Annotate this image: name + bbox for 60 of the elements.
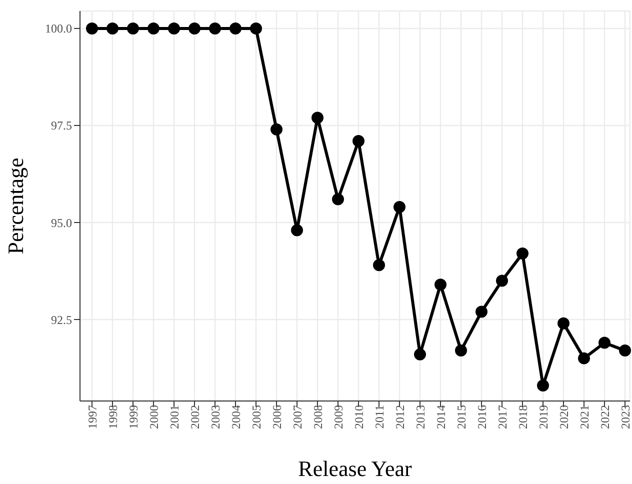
x-tick-label: 2001 (168, 405, 182, 429)
point (537, 379, 549, 392)
x-tick-label: 2006 (270, 405, 284, 429)
point (455, 344, 467, 357)
x-tick-label: 2020 (557, 405, 572, 429)
y-tick-label: 97.5 (51, 118, 72, 133)
point (578, 352, 590, 364)
x-tick-label: 2018 (516, 405, 530, 429)
point (373, 259, 385, 272)
point (209, 22, 221, 34)
x-tick-label: 2005 (250, 405, 264, 429)
x-tick-label: 2017 (496, 405, 510, 429)
x-tick-label: 2007 (290, 405, 305, 429)
point (394, 200, 406, 213)
point (291, 224, 303, 236)
x-tick-label: 2019 (536, 405, 551, 429)
x-tick-label: 2009 (332, 405, 346, 429)
point (414, 348, 426, 360)
x-tick-label: 2008 (311, 405, 326, 429)
x-tick-label: 2010 (352, 405, 366, 429)
x-tick-label: 2013 (414, 405, 428, 429)
point (148, 22, 160, 34)
x-tick-label: 2016 (475, 405, 490, 429)
point (332, 193, 344, 206)
x-tick-label: 2015 (454, 405, 469, 429)
point (352, 135, 364, 147)
y-axis-title: Percentage (2, 158, 28, 254)
x-tick-label: 2000 (147, 405, 162, 429)
point (230, 22, 242, 34)
point (106, 22, 118, 34)
x-axis-title: Release Year (298, 456, 412, 481)
point (127, 22, 139, 34)
point (598, 336, 610, 349)
point (516, 248, 528, 260)
x-tick-label: 1997 (86, 405, 100, 429)
point (434, 278, 446, 291)
x-tick-label: 2023 (618, 405, 632, 429)
x-tick-label: 2002 (188, 405, 202, 429)
point (168, 22, 180, 34)
x-tick-label: 1998 (106, 405, 120, 429)
x-tick-label: 2014 (434, 405, 448, 429)
y-tick-label: 100.0 (45, 22, 72, 36)
point (250, 22, 262, 34)
x-tick-label: 2003 (208, 405, 223, 429)
point (86, 22, 98, 34)
point (476, 306, 488, 318)
point (312, 112, 324, 124)
x-tick-label: 2012 (393, 405, 408, 429)
y-tick-label: 95.0 (51, 216, 72, 230)
point (619, 344, 631, 357)
x-tick-label: 2011 (372, 405, 387, 429)
x-tick-label: 2022 (598, 405, 612, 429)
x-tick-label: 2004 (229, 405, 244, 429)
y-tick-label: 92.5 (51, 312, 72, 327)
point (496, 274, 508, 287)
point (270, 123, 282, 136)
point (558, 317, 570, 330)
x-tick-label: 2021 (578, 405, 592, 429)
x-tick-label: 1999 (126, 405, 141, 429)
point (188, 22, 200, 34)
